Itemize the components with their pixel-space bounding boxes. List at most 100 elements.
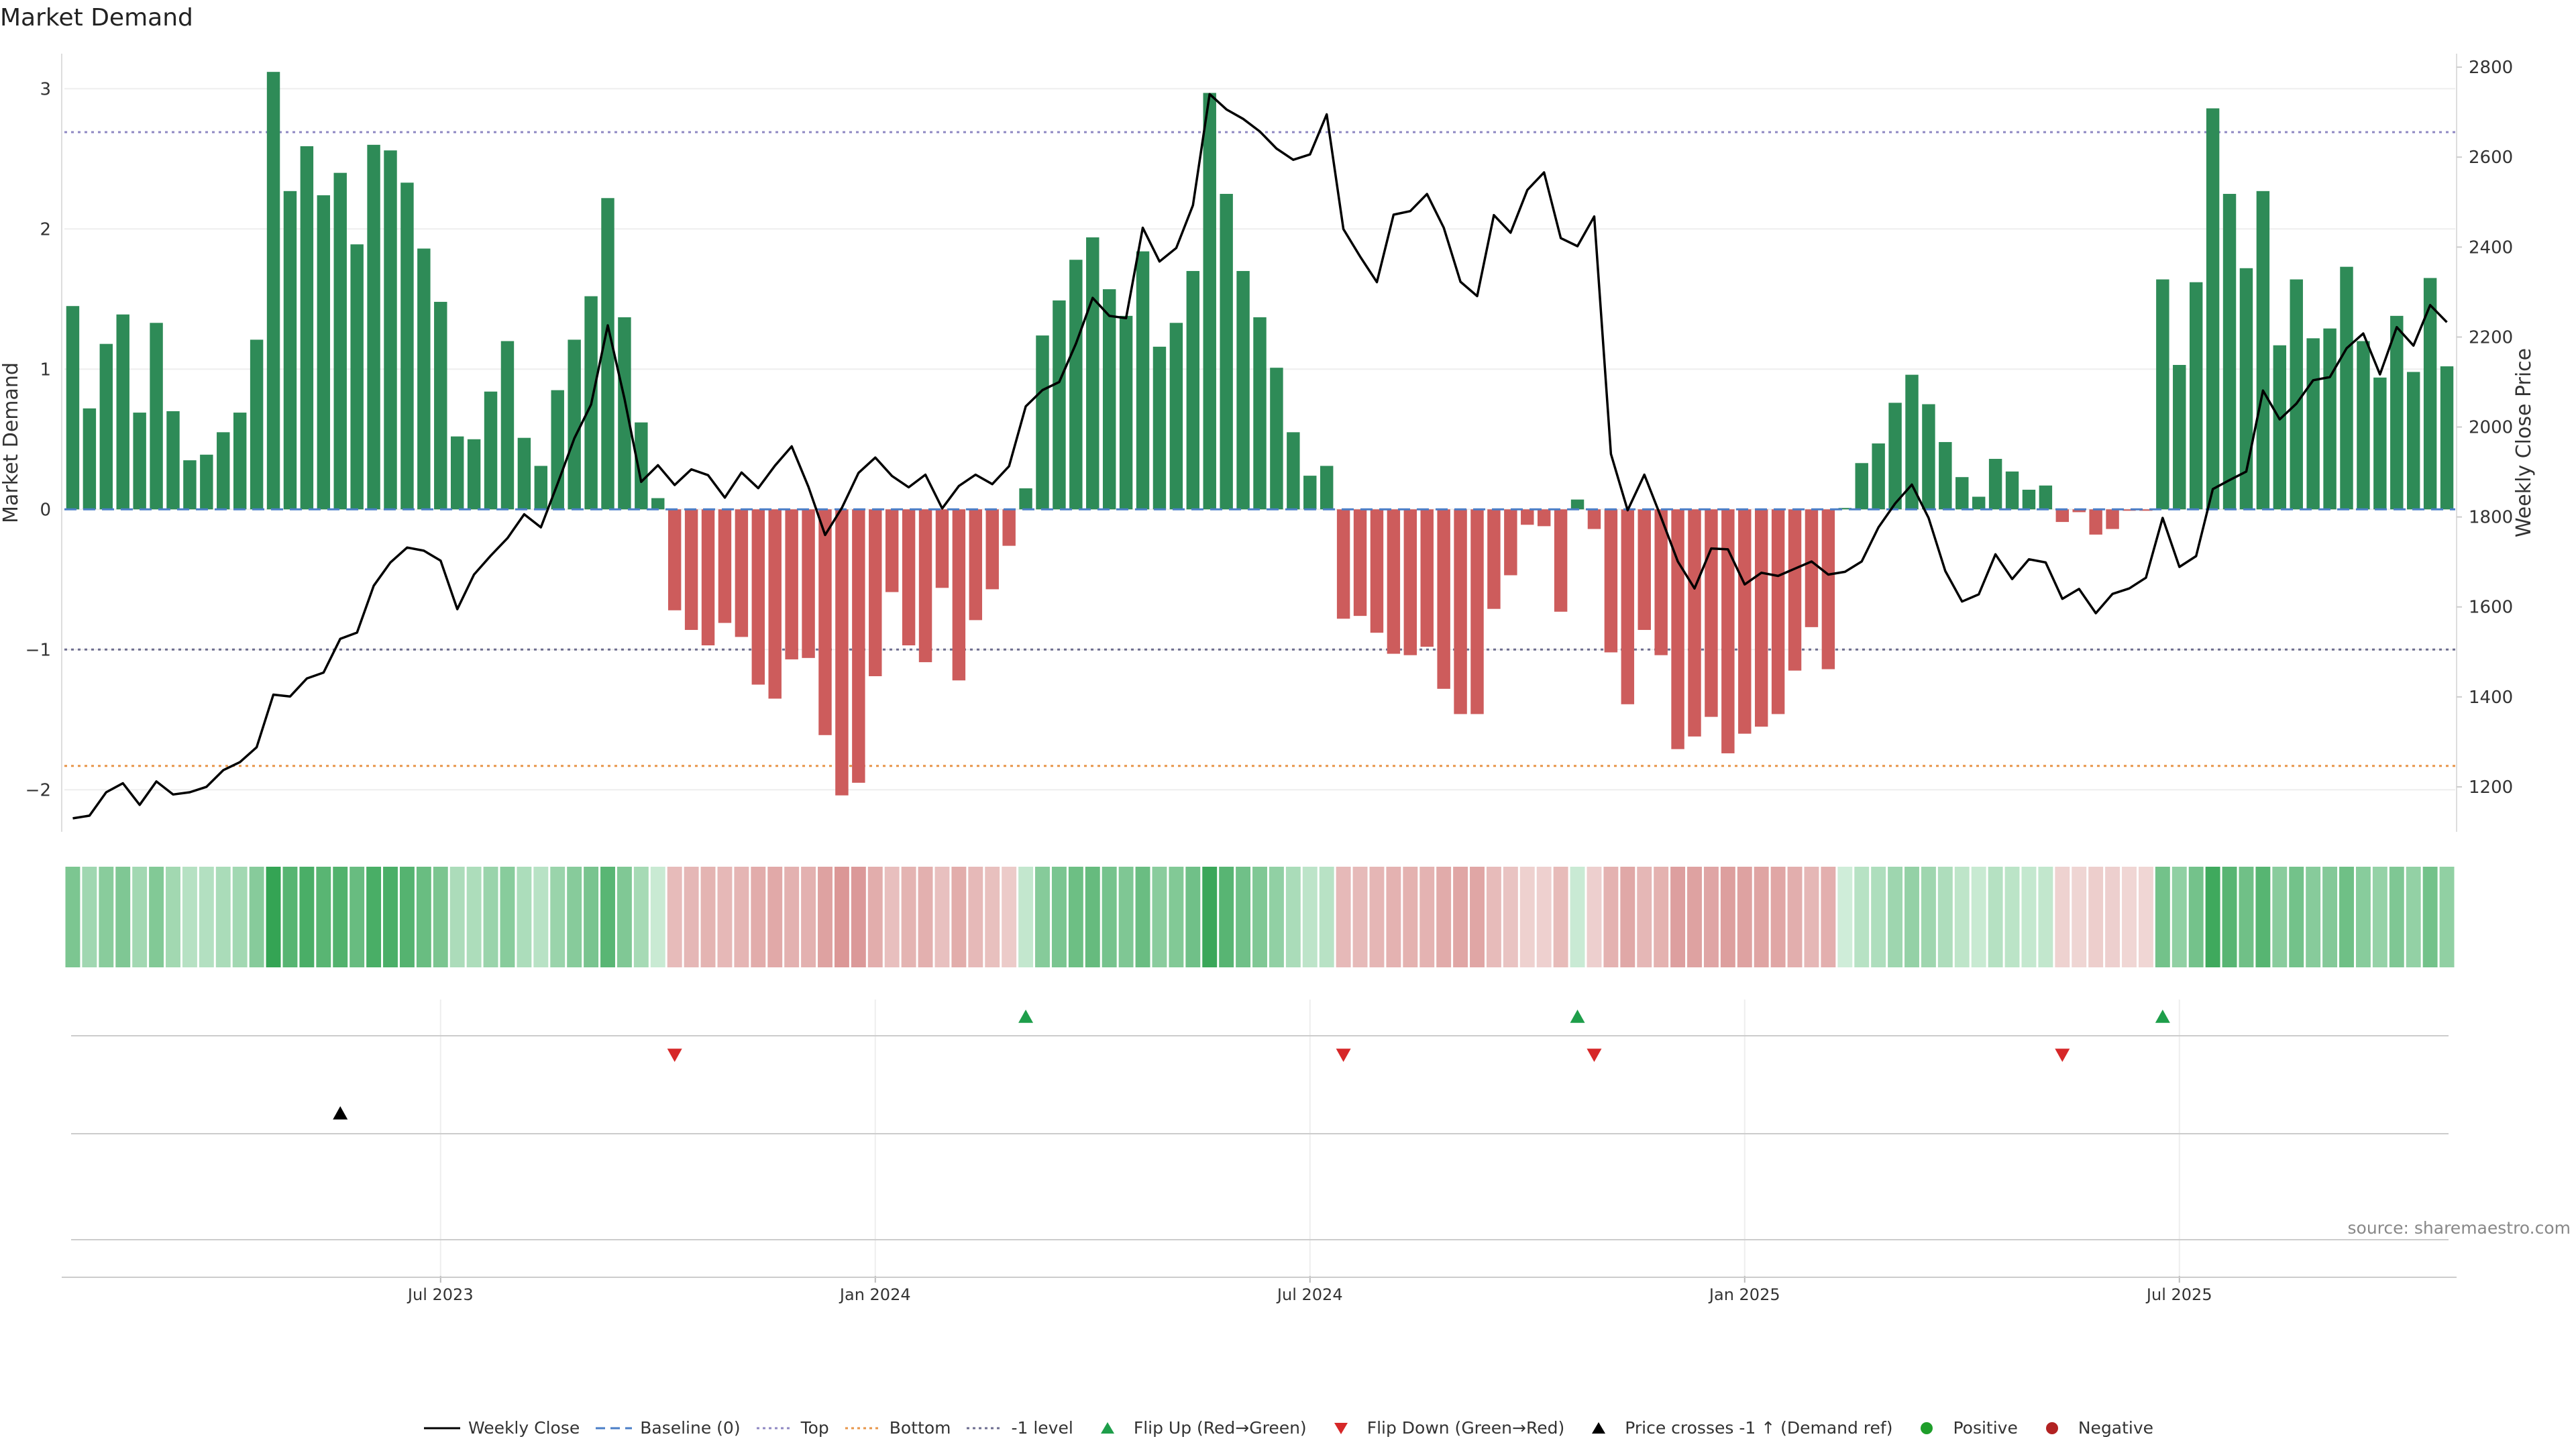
heat-strip-cell (416, 867, 431, 967)
heat-strip-cell (199, 867, 214, 967)
price-cross-marker (333, 1106, 348, 1120)
heat-strip-cell (333, 867, 348, 967)
demand-bar-negative (2072, 509, 2086, 513)
legend-label: Bottom (889, 1418, 951, 1438)
heat-strip-cell (2105, 867, 2121, 967)
heat-strip-cell (2155, 867, 2170, 967)
demand-bar-positive (384, 150, 397, 510)
demand-bar-positive (500, 341, 515, 510)
legend-marker-icon (2045, 1421, 2058, 1434)
heat-strip-cell (717, 867, 733, 967)
demand-bar-negative (1521, 509, 1534, 525)
heat-strip-cell (1720, 867, 1735, 967)
demand-bar-negative (1805, 509, 1819, 627)
heat-strip-cell (366, 867, 382, 967)
legend-label: Weekly Close (468, 1418, 580, 1438)
demand-bar-positive (2222, 194, 2237, 510)
heat-strip-cell (2255, 867, 2271, 967)
heat-strip-cell (215, 867, 231, 967)
demand-bar-positive (2406, 372, 2420, 510)
demand-bar-positive (1905, 374, 1919, 510)
heat-strip-cell (1670, 867, 1686, 967)
demand-bar-negative (802, 509, 815, 658)
demand-bar-positive (317, 195, 331, 510)
heat-strip-cell (1703, 867, 1719, 967)
demand-bar-positive (2173, 365, 2186, 510)
demand-bar-positive (2306, 338, 2320, 510)
demand-bar-positive (651, 498, 665, 510)
demand-bar-negative (1336, 509, 1350, 619)
demand-bar-negative (1788, 509, 1802, 671)
heat-strip-cell (399, 867, 415, 967)
demand-bar-positive (1203, 93, 1216, 510)
demand-bar-positive (83, 408, 97, 510)
legend-marker-icon (1334, 1422, 1348, 1434)
legend-item: Top (755, 1418, 829, 1438)
demand-bar-negative (1821, 509, 1835, 669)
demand-bar-positive (1303, 476, 1317, 510)
demand-bar-positive (200, 454, 213, 510)
legend-marker-icon (1592, 1421, 1606, 1434)
demand-bar-positive (2273, 345, 2287, 510)
demand-bar-negative (1604, 509, 1618, 653)
flip-up-marker (1570, 1010, 1585, 1023)
demand-bar-negative (1487, 509, 1501, 609)
heat-strip-cell (1352, 867, 1368, 967)
demand-bar-positive (1570, 499, 1585, 510)
legend-label: Top (800, 1418, 829, 1438)
y2-tick-label: 2000 (2469, 418, 2513, 438)
demand-bar-negative (2055, 509, 2070, 523)
demand-bar-positive (1838, 508, 1852, 510)
demand-bar-negative (885, 509, 899, 592)
demand-bar-negative (1671, 509, 1684, 749)
demand-bar-negative (1370, 509, 1384, 633)
demand-bar-positive (618, 317, 631, 510)
flip-up-marker (2155, 1010, 2170, 1023)
demand-bar-positive (601, 198, 614, 510)
heat-strip-cell (1754, 867, 1769, 967)
demand-bar-positive (1069, 260, 1083, 510)
legend-label: Flip Up (Red→Green) (1133, 1418, 1307, 1438)
heat-strip-cell (801, 867, 816, 967)
heat-strip-cell (2138, 867, 2153, 967)
heat-strip-cell (2171, 867, 2187, 967)
demand-bar-positive (2290, 279, 2303, 510)
y-axis-label: Market Demand (0, 362, 23, 523)
demand-bar-positive (300, 146, 314, 510)
y-tick-label: −2 (25, 780, 51, 800)
demand-bar-positive (2440, 366, 2454, 510)
demand-bar-positive (2039, 485, 2053, 510)
legend-item: Flip Up (Red→Green) (1088, 1418, 1307, 1438)
heat-strip-cell (2406, 867, 2421, 967)
weekly-close-line (72, 93, 2448, 820)
x-tick-label: Jan 2025 (1708, 1285, 1780, 1304)
heat-strip-cell (483, 867, 498, 967)
heat-strip-cell (1252, 867, 1267, 967)
legend-item: Positive (1907, 1418, 2018, 1438)
heat-strip-cell (1770, 867, 1786, 967)
demand-bar-positive (2423, 278, 2437, 510)
heat-strip-cell (901, 867, 916, 967)
legend-label: Price crosses -1 ↑ (Demand ref) (1625, 1418, 1893, 1438)
heat-strip-cell (2055, 867, 2070, 967)
demand-bar-positive (2256, 191, 2270, 510)
demand-bar-negative (852, 509, 865, 783)
heat-strip-cell (1519, 867, 1535, 967)
heat-strip-cell (1319, 867, 1334, 967)
demand-bar-negative (818, 509, 832, 735)
demand-bar-negative (985, 509, 999, 590)
demand-bar-positive (1872, 443, 1885, 510)
heat-strip-cell (350, 867, 365, 967)
heat-strip-cell (2372, 867, 2387, 967)
demand-bar-negative (952, 509, 966, 681)
legend-item: Negative (2033, 1418, 2153, 1438)
demand-bar-positive (1086, 237, 1099, 510)
demand-bar-positive (1253, 317, 1267, 510)
heat-strip-cell (132, 867, 148, 967)
demand-bar-positive (2357, 341, 2370, 510)
demand-bar-positive (1169, 323, 1183, 510)
demand-bar-positive (1855, 463, 1868, 510)
demand-bar-positive (233, 413, 247, 510)
demand-bar-positive (2340, 266, 2353, 510)
heat-strip-cell (734, 867, 749, 967)
